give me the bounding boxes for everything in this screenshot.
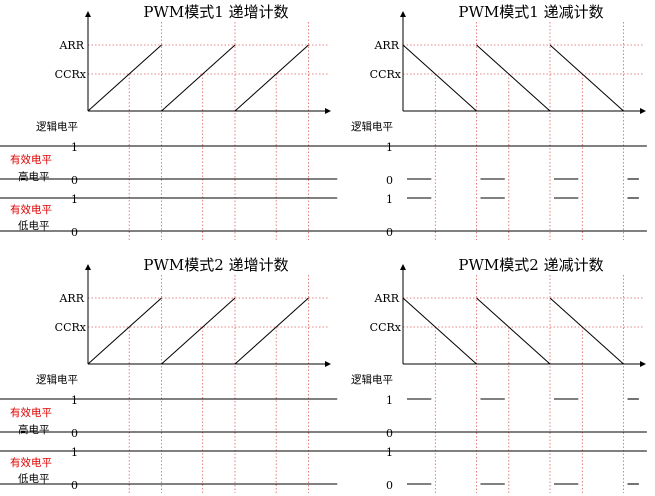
- level-tick-label: 1: [386, 193, 393, 206]
- logic-level-label: 逻辑电平: [351, 120, 393, 133]
- level-tick-label: 0: [386, 226, 393, 239]
- effective-level-label: 有效电平: [10, 203, 52, 216]
- counter-ramp: [161, 44, 236, 112]
- counter-ramp: [549, 297, 624, 365]
- level-tick-label: 0: [386, 174, 393, 187]
- ccr-label: CCRx: [370, 68, 402, 81]
- panel-title: PWM模式1 递减计数: [458, 3, 603, 21]
- ccr-label: CCRx: [55, 68, 87, 81]
- low-level-label: 低电平: [18, 219, 50, 232]
- level-tick-label: 0: [71, 174, 78, 187]
- panel-title: PWM模式1 递增计数: [143, 3, 288, 21]
- counter-ramp: [234, 297, 309, 365]
- arr-label: ARR: [58, 39, 84, 52]
- effective-level-label: 有效电平: [10, 406, 52, 419]
- level-tick-label: 0: [71, 427, 78, 440]
- level-tick-label: 1: [71, 193, 78, 206]
- ccr-label: CCRx: [55, 321, 87, 334]
- level-tick-label: 0: [386, 479, 393, 492]
- counter-ramp: [402, 297, 477, 365]
- counter-ramp: [402, 44, 477, 112]
- counter-ramp: [549, 44, 624, 112]
- panel-title: PWM模式2 递减计数: [458, 256, 603, 274]
- counter-ramp: [476, 297, 551, 365]
- level-tick-label: 1: [386, 141, 393, 154]
- diagram-panel: PWM模式2 递减计数 ARR CCRx 逻辑电平 1 0 1 0: [0, 256, 647, 493]
- counter-ramp: [476, 44, 551, 112]
- level-tick-label: 1: [386, 446, 393, 459]
- counter-ramp: [87, 44, 162, 112]
- counter-ramp: [87, 297, 162, 365]
- level-tick-label: 0: [71, 479, 78, 492]
- level-tick-label: 0: [386, 427, 393, 440]
- effective-level-label: 有效电平: [10, 153, 52, 166]
- arr-label: ARR: [58, 292, 84, 305]
- level-tick-label: 1: [71, 446, 78, 459]
- level-tick-label: 1: [71, 394, 78, 407]
- level-tick-label: 1: [71, 141, 78, 154]
- arr-label: ARR: [373, 39, 399, 52]
- panel-title: PWM模式2 递增计数: [143, 256, 288, 274]
- logic-level-label: 逻辑电平: [36, 120, 78, 133]
- arr-label: ARR: [373, 292, 399, 305]
- low-level-label: 低电平: [18, 472, 50, 485]
- logic-level-label: 逻辑电平: [351, 373, 393, 386]
- diagram-panel: PWM模式1 递减计数 ARR CCRx 逻辑电平 1 0 1 0: [0, 3, 647, 240]
- ccr-label: CCRx: [370, 321, 402, 334]
- level-tick-label: 0: [71, 226, 78, 239]
- counter-ramp: [161, 297, 236, 365]
- level-tick-label: 1: [386, 394, 393, 407]
- counter-ramp: [234, 44, 309, 112]
- logic-level-label: 逻辑电平: [36, 373, 78, 386]
- high-level-label: 高电平: [18, 423, 50, 436]
- high-level-label: 高电平: [18, 170, 50, 183]
- effective-level-label: 有效电平: [10, 456, 52, 469]
